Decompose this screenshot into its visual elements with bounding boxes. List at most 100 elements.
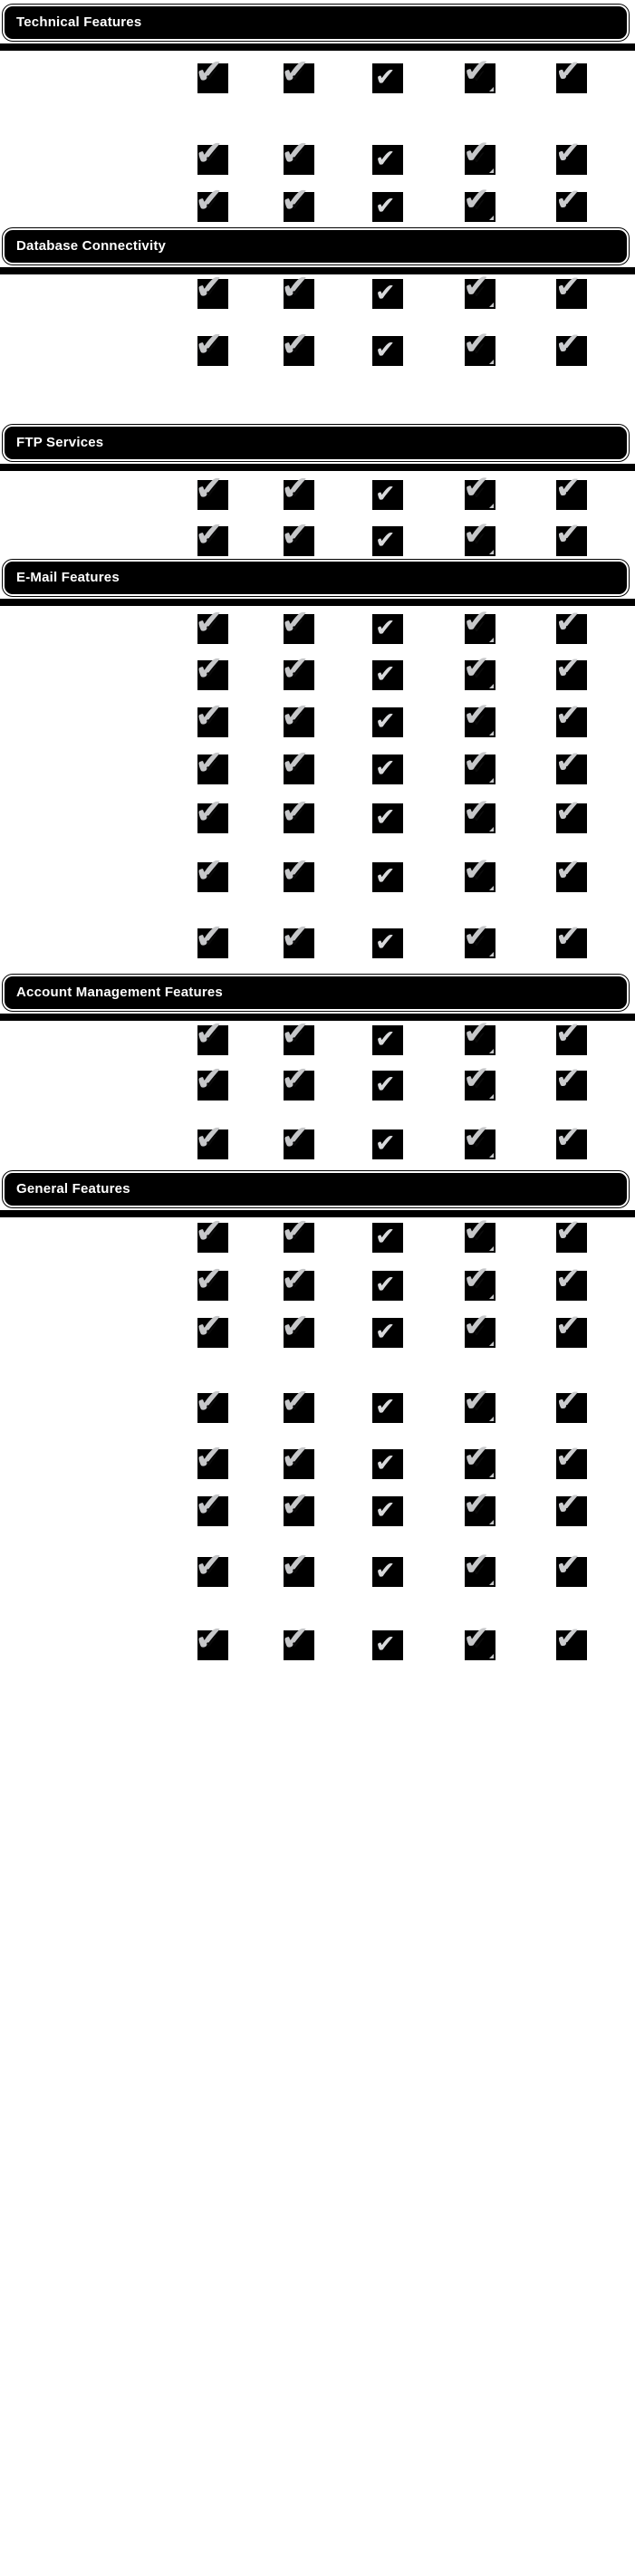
- check-carve-stroke: ✓: [472, 147, 487, 168]
- check-icon: ✔: [375, 862, 396, 890]
- feature-check-cell: ✔ ✓: [463, 184, 495, 222]
- check-carve-stroke: ✓: [563, 930, 578, 950]
- check-carve-stroke: ✓: [290, 863, 306, 885]
- check-icon: ✔: [375, 755, 396, 783]
- check-carve-stroke: ✓: [204, 615, 220, 637]
- check-icon: ✔: [195, 792, 224, 831]
- check-icon: ✔: [555, 918, 582, 955]
- check-carve-stroke: ✓: [204, 1631, 220, 1653]
- check-icon: ✔: [463, 793, 491, 830]
- check-carve-stroke: ✓: [563, 1451, 578, 1471]
- check-icon: ✔: [463, 53, 491, 90]
- check-carve-stroke: ✓: [290, 1224, 306, 1245]
- check-icon: ✔: [195, 468, 224, 508]
- check-icon: ✔: [555, 1547, 582, 1583]
- section-header-general-features: General Features: [2, 1170, 630, 1208]
- check-icon: ✔: [463, 181, 491, 218]
- check-carve-stroke: ✓: [290, 661, 306, 683]
- check-icon: ✔: [463, 744, 491, 781]
- check-carve-stroke: ✓: [290, 1319, 306, 1341]
- check-carve-stroke: ✓: [204, 527, 220, 549]
- corner-speck: [489, 1153, 494, 1158]
- feature-check-cell: ✔: [372, 336, 403, 366]
- check-icon: ✔: [375, 480, 396, 508]
- feature-check-cell: ✔ ✓: [555, 653, 587, 690]
- check-icon: ✔: [281, 696, 310, 735]
- feature-check-cell: ✔: [372, 1393, 403, 1423]
- check-icon: ✔: [375, 279, 396, 307]
- check-carve-stroke: ✓: [290, 615, 306, 637]
- feature-check-cell: ✔ ✓: [463, 854, 495, 892]
- check-icon: ✔: [463, 1382, 491, 1419]
- check-icon: ✔: [463, 1546, 491, 1583]
- feature-check-cell: ✔ ✓: [195, 270, 228, 309]
- check-carve-stroke: ✓: [472, 1632, 487, 1654]
- section-header-ftp-services: FTP Services: [2, 424, 630, 462]
- check-icon: ✔: [281, 1306, 310, 1346]
- feature-check-cell: ✔ ✓: [195, 517, 228, 556]
- check-carve-stroke: ✓: [472, 1451, 487, 1473]
- feature-check-cell: ✔ ✓: [555, 1122, 587, 1159]
- check-carve-stroke: ✓: [472, 194, 487, 216]
- check-icon: ✔: [281, 52, 310, 91]
- feature-check-cell: ✔ ✓: [281, 698, 314, 737]
- feature-check-cell: ✔ ✓: [195, 853, 228, 892]
- check-icon: ✔: [281, 851, 310, 890]
- check-icon: ✔: [281, 1619, 310, 1658]
- check-icon: ✔: [375, 63, 396, 91]
- feature-check-cell: ✔ ✓: [281, 919, 314, 958]
- check-icon: ✔: [555, 1015, 582, 1052]
- feature-check-cell: ✔ ✓: [463, 1215, 495, 1253]
- check-icon: ✔: [281, 1118, 310, 1158]
- check-icon: ✔: [281, 1059, 310, 1099]
- check-carve-stroke: ✓: [563, 1632, 578, 1652]
- check-icon: ✔: [555, 745, 582, 781]
- feature-check-cell: ✔ ✓: [281, 1120, 314, 1159]
- feature-check-cell: ✔ ✓: [195, 1487, 228, 1526]
- feature-check-cell: ✔ ✓: [195, 794, 228, 833]
- check-icon: ✔: [555, 1439, 582, 1475]
- check-icon: ✔: [281, 602, 310, 642]
- check-icon: ✔: [281, 917, 310, 956]
- check-carve-stroke: ✓: [563, 616, 578, 636]
- corner-speck: [489, 1473, 494, 1477]
- feature-check-cell: ✔: [372, 279, 403, 309]
- check-carve-stroke: ✓: [472, 805, 487, 827]
- check-icon: ✔: [195, 1118, 224, 1158]
- feature-check-cell: ✔ ✓: [281, 1487, 314, 1526]
- feature-check-cell: ✔: [372, 145, 403, 175]
- check-icon: ✔: [463, 1119, 491, 1156]
- check-carve-stroke: ✓: [290, 193, 306, 215]
- check-carve-stroke: ✓: [204, 1224, 220, 1245]
- section-title: E-Mail Features: [16, 570, 120, 585]
- corner-speck: [489, 168, 494, 173]
- check-icon: ✔: [375, 660, 396, 688]
- check-carve-stroke: ✓: [472, 756, 487, 778]
- section-header-shadow: [0, 1210, 635, 1217]
- check-carve-stroke: ✓: [472, 1027, 487, 1049]
- section-header-database-connectivity: Database Connectivity: [2, 227, 630, 265]
- check-carve-stroke: ✓: [290, 755, 306, 777]
- check-carve-stroke: ✓: [204, 481, 220, 503]
- check-carve-stroke: ✓: [563, 1320, 578, 1340]
- check-carve-stroke: ✓: [290, 280, 306, 302]
- corner-speck: [489, 684, 494, 688]
- section-header-e-mail-features: E-Mail Features: [2, 559, 630, 597]
- feature-check-cell: ✔ ✓: [555, 1489, 587, 1526]
- check-icon: ✔: [195, 324, 224, 364]
- check-icon: ✔: [555, 53, 582, 90]
- check-icon: ✔: [281, 1437, 310, 1477]
- check-carve-stroke: ✓: [472, 1320, 487, 1341]
- feature-check-cell: ✔ ✓: [463, 1622, 495, 1660]
- feature-check-cell: ✔ ✓: [281, 1548, 314, 1587]
- check-icon: ✔: [555, 1061, 582, 1097]
- feature-check-cell: ✔ ✓: [555, 519, 587, 556]
- check-icon: ✔: [375, 1318, 396, 1346]
- feature-check-cell: ✔ ✓: [463, 652, 495, 690]
- feature-check-cell: ✔: [372, 1129, 403, 1159]
- check-carve-stroke: ✓: [472, 930, 487, 952]
- corner-speck: [489, 360, 494, 364]
- feature-check-cell: ✔ ✓: [281, 605, 314, 644]
- check-carve-stroke: ✓: [472, 482, 487, 504]
- feature-check-cell: ✔ ✓: [555, 185, 587, 222]
